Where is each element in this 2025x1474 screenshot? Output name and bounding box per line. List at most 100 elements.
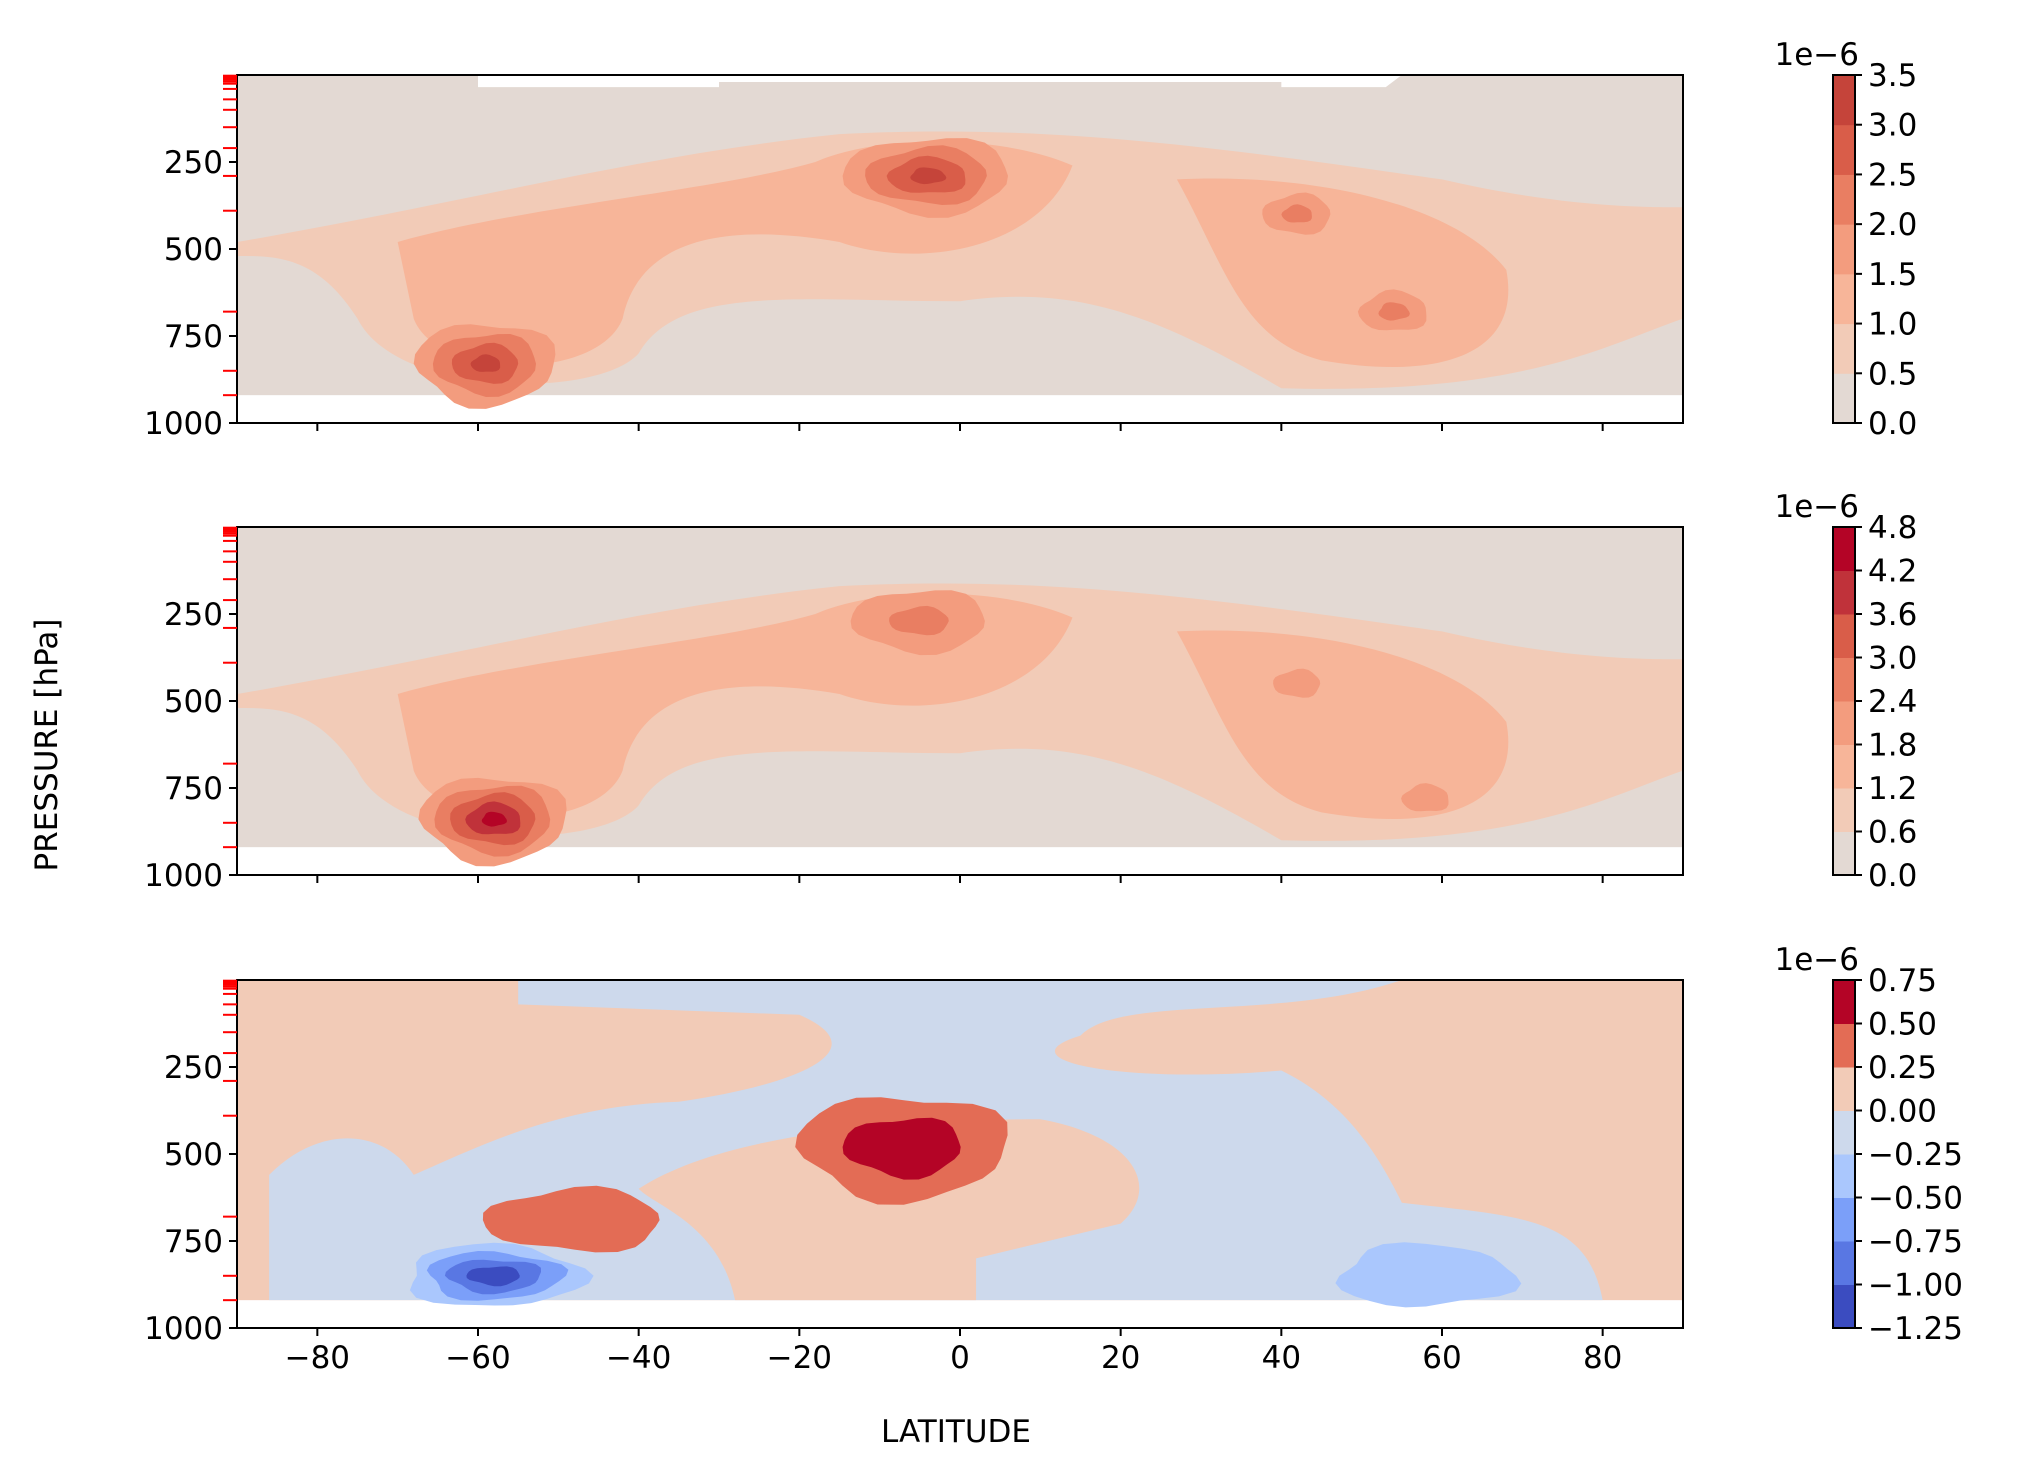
contour-band: [482, 1185, 660, 1253]
y-tick-label: 500: [164, 1137, 223, 1173]
panel-2: 250 500 750 1000 0.0 0.6 1.2 1.8 2.4 3.0 3.6 4.2 4.8…: [144, 489, 1917, 894]
colorbar-tick-label: 0.6: [1868, 815, 1917, 851]
contour-band: [910, 167, 947, 185]
colorbar-swatch: [1833, 1023, 1855, 1068]
y-tick-label: 250: [164, 145, 223, 181]
colorbar-swatch: [1833, 174, 1855, 225]
x-axis-label: LATITUDE: [881, 1414, 1031, 1450]
contour-band: [1335, 1242, 1522, 1308]
colorbar-tick-label: −1.00: [1868, 1268, 1963, 1304]
colorbar-tick-label: 0.75: [1868, 963, 1937, 999]
colorbar-1: 0.0 0.5 1.0 1.5 2.0 2.5 3.0 3.51e−6: [1775, 37, 1918, 442]
colorbar-offset-label: 1e−6: [1775, 942, 1860, 978]
colorbar-tick-label: 0.00: [1868, 1094, 1937, 1130]
contour-band: [1273, 668, 1321, 698]
colorbar-3: −1.25 −1.00 −0.75 −0.50 −0.25 0.00 0.25 0.50 0.7…: [1775, 942, 1964, 1347]
colorbar-swatch: [1833, 1110, 1855, 1155]
y-tick-label: 750: [164, 771, 223, 807]
colorbar-swatch: [1833, 75, 1855, 126]
contour-band: [1378, 302, 1410, 321]
colorbar-swatch: [1833, 273, 1855, 325]
contour-field-3: [237, 980, 1683, 1308]
colorbar-tick-label: −0.75: [1868, 1224, 1963, 1260]
colorbar-tick-label: 4.8: [1868, 510, 1917, 546]
contour-band: [466, 1266, 520, 1287]
colorbar-tick-label: 2.0: [1868, 207, 1917, 243]
colorbar-tick-label: 1.8: [1868, 728, 1917, 764]
colorbar-swatch: [1833, 527, 1855, 571]
y-tick-label: 1000: [144, 858, 223, 894]
contour-band: [638, 1119, 1140, 1301]
colorbar-tick-label: 3.0: [1868, 108, 1917, 144]
colorbar-swatch: [1833, 323, 1855, 374]
contour-band: [481, 811, 507, 827]
colorbar-swatch: [1833, 373, 1855, 424]
colorbar-tick-label: 3.6: [1868, 597, 1917, 633]
y-tick-label: 500: [164, 684, 223, 720]
colorbar-swatch: [1833, 744, 1855, 789]
contour-band: [889, 605, 949, 636]
colorbar-tick-label: 0.25: [1868, 1050, 1937, 1086]
contour-band: [1401, 783, 1449, 812]
y-tick-label: 750: [164, 1224, 223, 1260]
contour-field-2: [237, 527, 1683, 867]
x-tick-label: 0: [950, 1340, 970, 1376]
colorbar-tick-label: 1.0: [1868, 307, 1917, 343]
colorbar-tick-label: 0.50: [1868, 1007, 1937, 1043]
colorbar-swatch: [1833, 1284, 1855, 1329]
x-tick-label: 20: [1101, 1340, 1140, 1376]
colorbar-tick-label: 0.0: [1868, 406, 1917, 442]
colorbar-swatch: [1833, 701, 1855, 745]
colorbar-tick-label: 2.4: [1868, 684, 1917, 720]
missing-data-region: [478, 75, 1402, 88]
colorbar-swatch: [1833, 657, 1855, 702]
colorbar-swatch: [1833, 1154, 1855, 1198]
contour-band: [1281, 204, 1312, 223]
colorbar-tick-label: −1.25: [1868, 1311, 1963, 1347]
colorbar-swatch: [1833, 831, 1855, 876]
colorbar-tick-label: 0.0: [1868, 858, 1917, 894]
y-tick-label: 750: [164, 319, 223, 355]
colorbar-tick-label: 3.0: [1868, 641, 1917, 677]
colorbar-offset-label: 1e−6: [1775, 489, 1860, 525]
colorbar-tick-label: 2.5: [1868, 157, 1917, 193]
colorbar-swatch: [1833, 1241, 1855, 1285]
y-tick-label: 1000: [144, 1311, 223, 1347]
y-tick-label: 500: [164, 232, 223, 268]
colorbar-swatch: [1833, 614, 1855, 658]
colorbar-2: 0.0 0.6 1.2 1.8 2.4 3.0 3.6 4.2 4.81e−6: [1775, 489, 1918, 894]
colorbar-swatch: [1833, 980, 1855, 1024]
x-tick-label: −60: [445, 1340, 510, 1376]
contour-band: [1176, 630, 1509, 820]
y-tick-label: 250: [164, 1050, 223, 1086]
colorbar-tick-label: −0.50: [1868, 1181, 1963, 1217]
colorbar-swatch: [1833, 224, 1855, 275]
colorbar-tick-label: 1.5: [1868, 257, 1917, 293]
colorbar-swatch: [1833, 570, 1855, 615]
colorbar-offset-label: 1e−6: [1775, 37, 1860, 73]
panel-1: 250 500 750 1000 0.0 0.5 1.0 1.5 2.0 2.5 3.0 3.51e−…: [144, 37, 1917, 442]
contour-band: [842, 1117, 961, 1180]
colorbar-tick-label: −0.25: [1868, 1137, 1963, 1173]
colorbar-frame: [1832, 74, 1856, 424]
contour-field-1: [237, 75, 1683, 409]
colorbar-tick-label: 0.5: [1868, 356, 1917, 392]
colorbar-tick-label: 3.5: [1868, 58, 1917, 94]
colorbar-tick-label: 1.2: [1868, 771, 1917, 807]
x-tick-label: 60: [1422, 1340, 1461, 1376]
x-tick-label: 80: [1583, 1340, 1622, 1376]
x-tick-label: −20: [767, 1340, 832, 1376]
y-tick-label: 1000: [144, 406, 223, 442]
y-axis-label: PRESSURE [hPa]: [29, 619, 65, 872]
colorbar-swatch: [1833, 1197, 1855, 1242]
colorbar-tick-label: 4.2: [1868, 554, 1917, 590]
colorbar-swatch: [1833, 1067, 1855, 1111]
x-tick-label: −80: [285, 1340, 350, 1376]
x-tick-label: 40: [1262, 1340, 1301, 1376]
y-tick-label: 250: [164, 597, 223, 633]
colorbar-swatch: [1833, 788, 1855, 832]
contour-band: [470, 354, 501, 372]
colorbar-swatch: [1833, 124, 1855, 175]
